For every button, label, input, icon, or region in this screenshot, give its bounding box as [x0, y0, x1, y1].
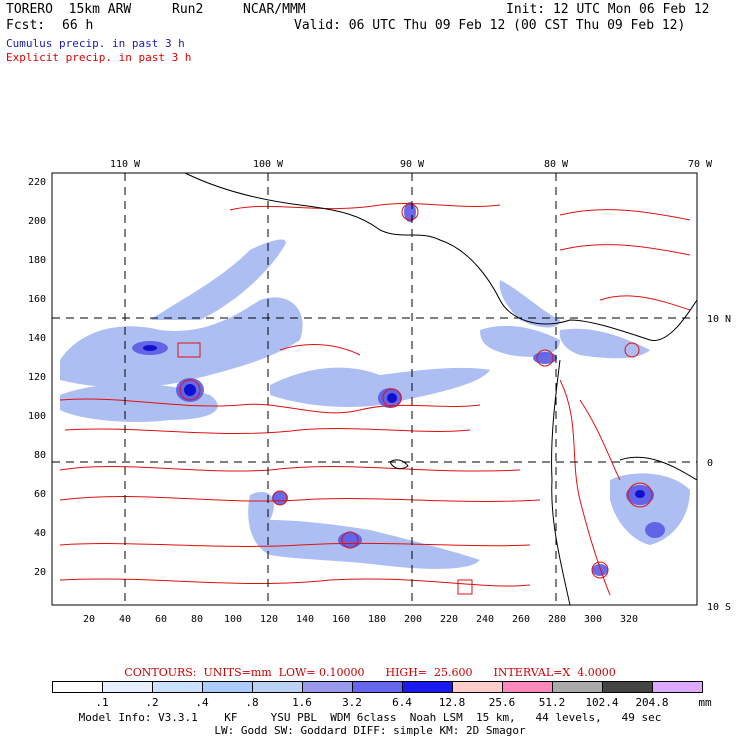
legend-label: 25.6 [488, 696, 516, 709]
legend-swatch [452, 681, 503, 693]
x-tick: 100 [224, 614, 242, 625]
legend-label: 3.2 [342, 696, 362, 709]
coastlines [184, 172, 698, 606]
lon-label: 70 W [688, 159, 713, 170]
x-tick-labels: 20 40 60 80 100 120 140 160 180 200 220 … [83, 614, 638, 625]
legend-label: 1.6 [292, 696, 312, 709]
legend-swatch [652, 681, 703, 693]
model-info: Model Info: V3.3.1 KF YSU PBL WDM 6class… [78, 711, 662, 724]
forecast-label: Fcst: [6, 18, 46, 33]
x-tick: 20 [83, 614, 95, 625]
legend-label: .4 [195, 696, 209, 709]
y-tick: 220 [28, 177, 46, 188]
run-label: Run2 [172, 2, 204, 17]
legend-label: .2 [145, 696, 159, 709]
y-tick: 20 [34, 567, 46, 578]
legend-swatch [202, 681, 253, 693]
explicit-legend: Explicit precip. in past 3 h [6, 51, 192, 64]
legend-label: 51.2 [538, 696, 566, 709]
lat-label: 10 S [707, 602, 731, 613]
lat-label: 0 [707, 458, 713, 469]
x-tick: 320 [620, 614, 638, 625]
legend-label: 6.4 [392, 696, 412, 709]
legend-swatch [352, 681, 403, 693]
legend-label: 12.8 [438, 696, 466, 709]
y-tick: 180 [28, 255, 46, 266]
lon-label: 110 W [110, 159, 141, 170]
y-tick: 140 [28, 333, 46, 344]
lon-label: 80 W [544, 159, 569, 170]
precip-map: 110 W 100 W 90 W 80 W 70 W 10 N 0 10 S 2… [28, 159, 731, 625]
y-tick: 40 [34, 528, 46, 539]
grid-lines [52, 173, 697, 605]
y-tick: 200 [28, 216, 46, 227]
init-time: Init: 12 UTC Mon 06 Feb 12 [506, 2, 710, 17]
lon-label: 100 W [253, 159, 284, 170]
cumulus-legend: Cumulus precip. in past 3 h [6, 37, 185, 50]
latitude-labels: 10 N 0 10 S [707, 314, 731, 613]
legend-swatch [102, 681, 153, 693]
x-tick: 60 [155, 614, 167, 625]
legend-label: .1 [95, 696, 109, 709]
cumulus-core-areas [143, 345, 645, 498]
y-tick: 100 [28, 411, 46, 422]
forecast-hour: 66 h [62, 18, 94, 33]
legend-label: .8 [245, 696, 259, 709]
contour-info: CONTOURS: UNITS=mm LOW= 0.10000 HIGH= 25… [124, 666, 616, 679]
legend-swatch [552, 681, 603, 693]
legend-swatch [252, 681, 303, 693]
physics-info: LW: Godd SW: Goddard DIFF: simple KM: 2D… [214, 724, 526, 737]
x-tick: 40 [119, 614, 131, 625]
y-tick-labels: 220 200 180 160 140 120 100 80 60 40 20 [28, 177, 46, 578]
legend-unit: mm [698, 696, 712, 709]
legend-swatch [152, 681, 203, 693]
x-tick: 240 [476, 614, 494, 625]
x-tick: 180 [368, 614, 386, 625]
lat-label: 10 N [707, 314, 731, 325]
y-tick: 60 [34, 489, 46, 500]
legend-label: 102.4 [585, 696, 619, 709]
x-tick: 280 [548, 614, 566, 625]
x-tick: 140 [296, 614, 314, 625]
y-tick: 120 [28, 372, 46, 383]
org-label: NCAR/MMM [243, 2, 306, 17]
x-tick: 80 [191, 614, 203, 625]
x-tick: 160 [332, 614, 350, 625]
legend-label: 204.8 [635, 696, 669, 709]
x-tick: 200 [404, 614, 422, 625]
x-tick: 120 [260, 614, 278, 625]
legend-swatch [52, 681, 103, 693]
legend-swatch [602, 681, 653, 693]
legend-swatch [302, 681, 353, 693]
x-tick: 300 [584, 614, 602, 625]
model-title: TORERO 15km ARW [6, 2, 132, 17]
y-tick: 80 [34, 450, 46, 461]
y-tick: 160 [28, 294, 46, 305]
lon-label: 90 W [400, 159, 425, 170]
x-tick: 260 [512, 614, 530, 625]
legend-swatch [402, 681, 453, 693]
legend-swatch [502, 681, 553, 693]
x-tick: 220 [440, 614, 458, 625]
valid-time: Valid: 06 UTC Thu 09 Feb 12 (00 CST Thu … [294, 18, 686, 33]
longitude-labels: 110 W 100 W 90 W 80 W 70 W [110, 159, 713, 170]
